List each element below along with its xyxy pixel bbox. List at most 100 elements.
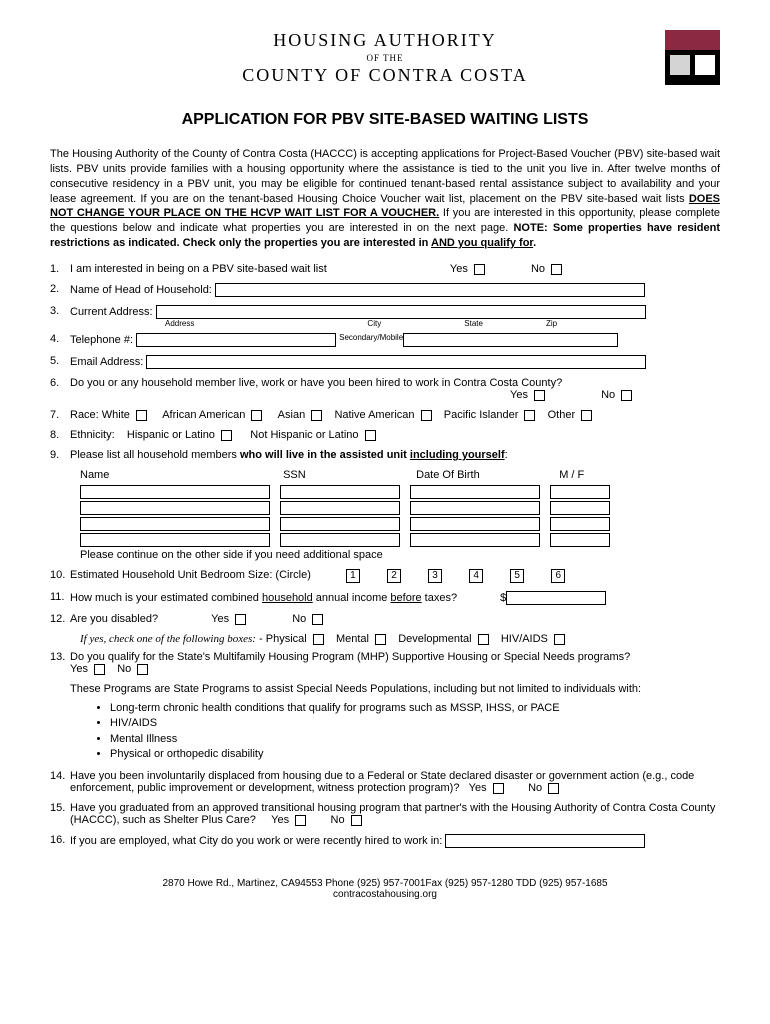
q10-size-2[interactable]: 2 (387, 569, 401, 583)
q9-ssn-1[interactable] (280, 485, 400, 499)
q9: 9. Please list all household members who… (50, 449, 720, 461)
q6: 6. Do you or any household member live, … (50, 377, 720, 401)
q9-mf-3[interactable] (550, 517, 610, 531)
q12-hiv-checkbox[interactable] (554, 634, 565, 645)
q9-dob-3[interactable] (410, 517, 540, 531)
q14-no-checkbox[interactable] (548, 783, 559, 794)
q1-yes-label: Yes (450, 263, 468, 275)
q12-no-checkbox[interactable] (312, 614, 323, 625)
q10-size-5[interactable]: 5 (510, 569, 524, 583)
q11: 11. How much is your estimated combined … (50, 591, 720, 605)
q13-list: Long-term chronic health conditions that… (110, 701, 720, 763)
q7-white-label: Race: White (70, 409, 130, 421)
q11-under1: household (262, 592, 313, 604)
q10-size-6[interactable]: 6 (551, 569, 565, 583)
q15-no-checkbox[interactable] (351, 815, 362, 826)
q4-field2[interactable] (403, 333, 618, 347)
q10-size-1[interactable]: 1 (346, 569, 360, 583)
q2-field[interactable] (215, 283, 645, 297)
q11-field[interactable] (506, 591, 606, 605)
q9-name-3[interactable] (80, 517, 270, 531)
q6-no-label: No (601, 389, 615, 401)
q12-physical-checkbox[interactable] (313, 634, 324, 645)
q12-mental-checkbox[interactable] (375, 634, 386, 645)
q8-nothisp-checkbox[interactable] (365, 430, 376, 441)
q12-yes-label: Yes (211, 613, 229, 625)
q4-field1[interactable] (136, 333, 336, 347)
q12-dev-checkbox[interactable] (478, 634, 489, 645)
q13-num: 13. (50, 651, 70, 663)
header-line2: OF THE (50, 53, 720, 63)
q3-sub-state: State (464, 319, 483, 328)
q6-text: Do you or any household member live, wor… (70, 377, 562, 389)
q7-other-checkbox[interactable] (581, 410, 592, 421)
q7-aa-checkbox[interactable] (251, 410, 262, 421)
q9-mf-1[interactable] (550, 485, 610, 499)
q7-na-checkbox[interactable] (421, 410, 432, 421)
q6-yes-checkbox[interactable] (534, 390, 545, 401)
q9-hdr-dob: Date Of Birth (416, 469, 556, 481)
q9-dob-4[interactable] (410, 533, 540, 547)
q9-dob-2[interactable] (410, 501, 540, 515)
q1-yes-checkbox[interactable] (474, 264, 485, 275)
q14-yes-checkbox[interactable] (493, 783, 504, 794)
q3-field[interactable] (156, 305, 646, 319)
q9-ssn-3[interactable] (280, 517, 400, 531)
q15-yes-checkbox[interactable] (295, 815, 306, 826)
q9-name-4[interactable] (80, 533, 270, 547)
header-line3: COUNTY OF CONTRA COSTA (50, 65, 720, 86)
q9-name-2[interactable] (80, 501, 270, 515)
q10-size-3[interactable]: 3 (428, 569, 442, 583)
q9-ssn-2[interactable] (280, 501, 400, 515)
q14-text: Have you been involuntarily displaced fr… (70, 770, 694, 794)
q7-pi-checkbox[interactable] (524, 410, 535, 421)
q7-asian-checkbox[interactable] (311, 410, 322, 421)
q1-no-checkbox[interactable] (551, 264, 562, 275)
q9-mf-2[interactable] (550, 501, 610, 515)
q10-size-4[interactable]: 4 (469, 569, 483, 583)
q7-white-checkbox[interactable] (136, 410, 147, 421)
q13-text: Do you qualify for the State's Multifami… (70, 651, 630, 663)
q6-no-checkbox[interactable] (621, 390, 632, 401)
q13-li3: Mental Illness (110, 732, 720, 747)
q16-num: 16. (50, 834, 70, 846)
footer: 2870 Howe Rd., Martinez, CA94553 Phone (… (50, 878, 720, 900)
q12-num: 12. (50, 613, 70, 625)
q15-num: 15. (50, 802, 70, 814)
footer-line1: 2870 Howe Rd., Martinez, CA94553 Phone (… (50, 878, 720, 889)
q13-li2: HIV/AIDS (110, 716, 720, 731)
q9-dob-1[interactable] (410, 485, 540, 499)
q9-text: Please list all household members (70, 449, 240, 461)
q12-yes-checkbox[interactable] (235, 614, 246, 625)
q12-no-label: No (292, 613, 306, 625)
logo (665, 30, 720, 85)
q12-text: Are you disabled? (70, 613, 158, 625)
q11-num: 11. (50, 591, 70, 603)
q11-under2: before (390, 592, 421, 604)
q9-hdr-ssn: SSN (283, 469, 413, 481)
q9-mf-4[interactable] (550, 533, 610, 547)
q11-text3: taxes? (422, 592, 457, 604)
q13-li4: Physical or orthopedic disability (110, 747, 720, 762)
application-title: APPLICATION FOR PBV SITE-BASED WAITING L… (50, 111, 720, 129)
q7-pi-label: Pacific Islander (444, 409, 519, 421)
q16-field[interactable] (445, 834, 645, 848)
q15-text: Have you graduated from an approved tran… (70, 802, 715, 826)
q9-name-1[interactable] (80, 485, 270, 499)
q13-sub: These Programs are State Programs to ass… (70, 683, 720, 695)
q9-bold: who will live in the assisted unit (240, 449, 410, 461)
q13: 13. Do you qualify for the State's Multi… (50, 651, 720, 675)
q13-no-checkbox[interactable] (137, 664, 148, 675)
q12-physical-label: - Physical (259, 633, 307, 645)
q9-table (80, 485, 720, 547)
q9-under: including yourself (410, 449, 505, 461)
q5-field[interactable] (146, 355, 646, 369)
q9-ssn-4[interactable] (280, 533, 400, 547)
q4-label: Telephone #: (70, 334, 133, 346)
q7: 7. Race: White African American Asian Na… (50, 409, 720, 421)
q10-num: 10. (50, 569, 70, 581)
q13-li1: Long-term chronic health conditions that… (110, 701, 720, 716)
q1-num: 1. (50, 263, 70, 275)
q13-yes-checkbox[interactable] (94, 664, 105, 675)
q8-hisp-checkbox[interactable] (221, 430, 232, 441)
